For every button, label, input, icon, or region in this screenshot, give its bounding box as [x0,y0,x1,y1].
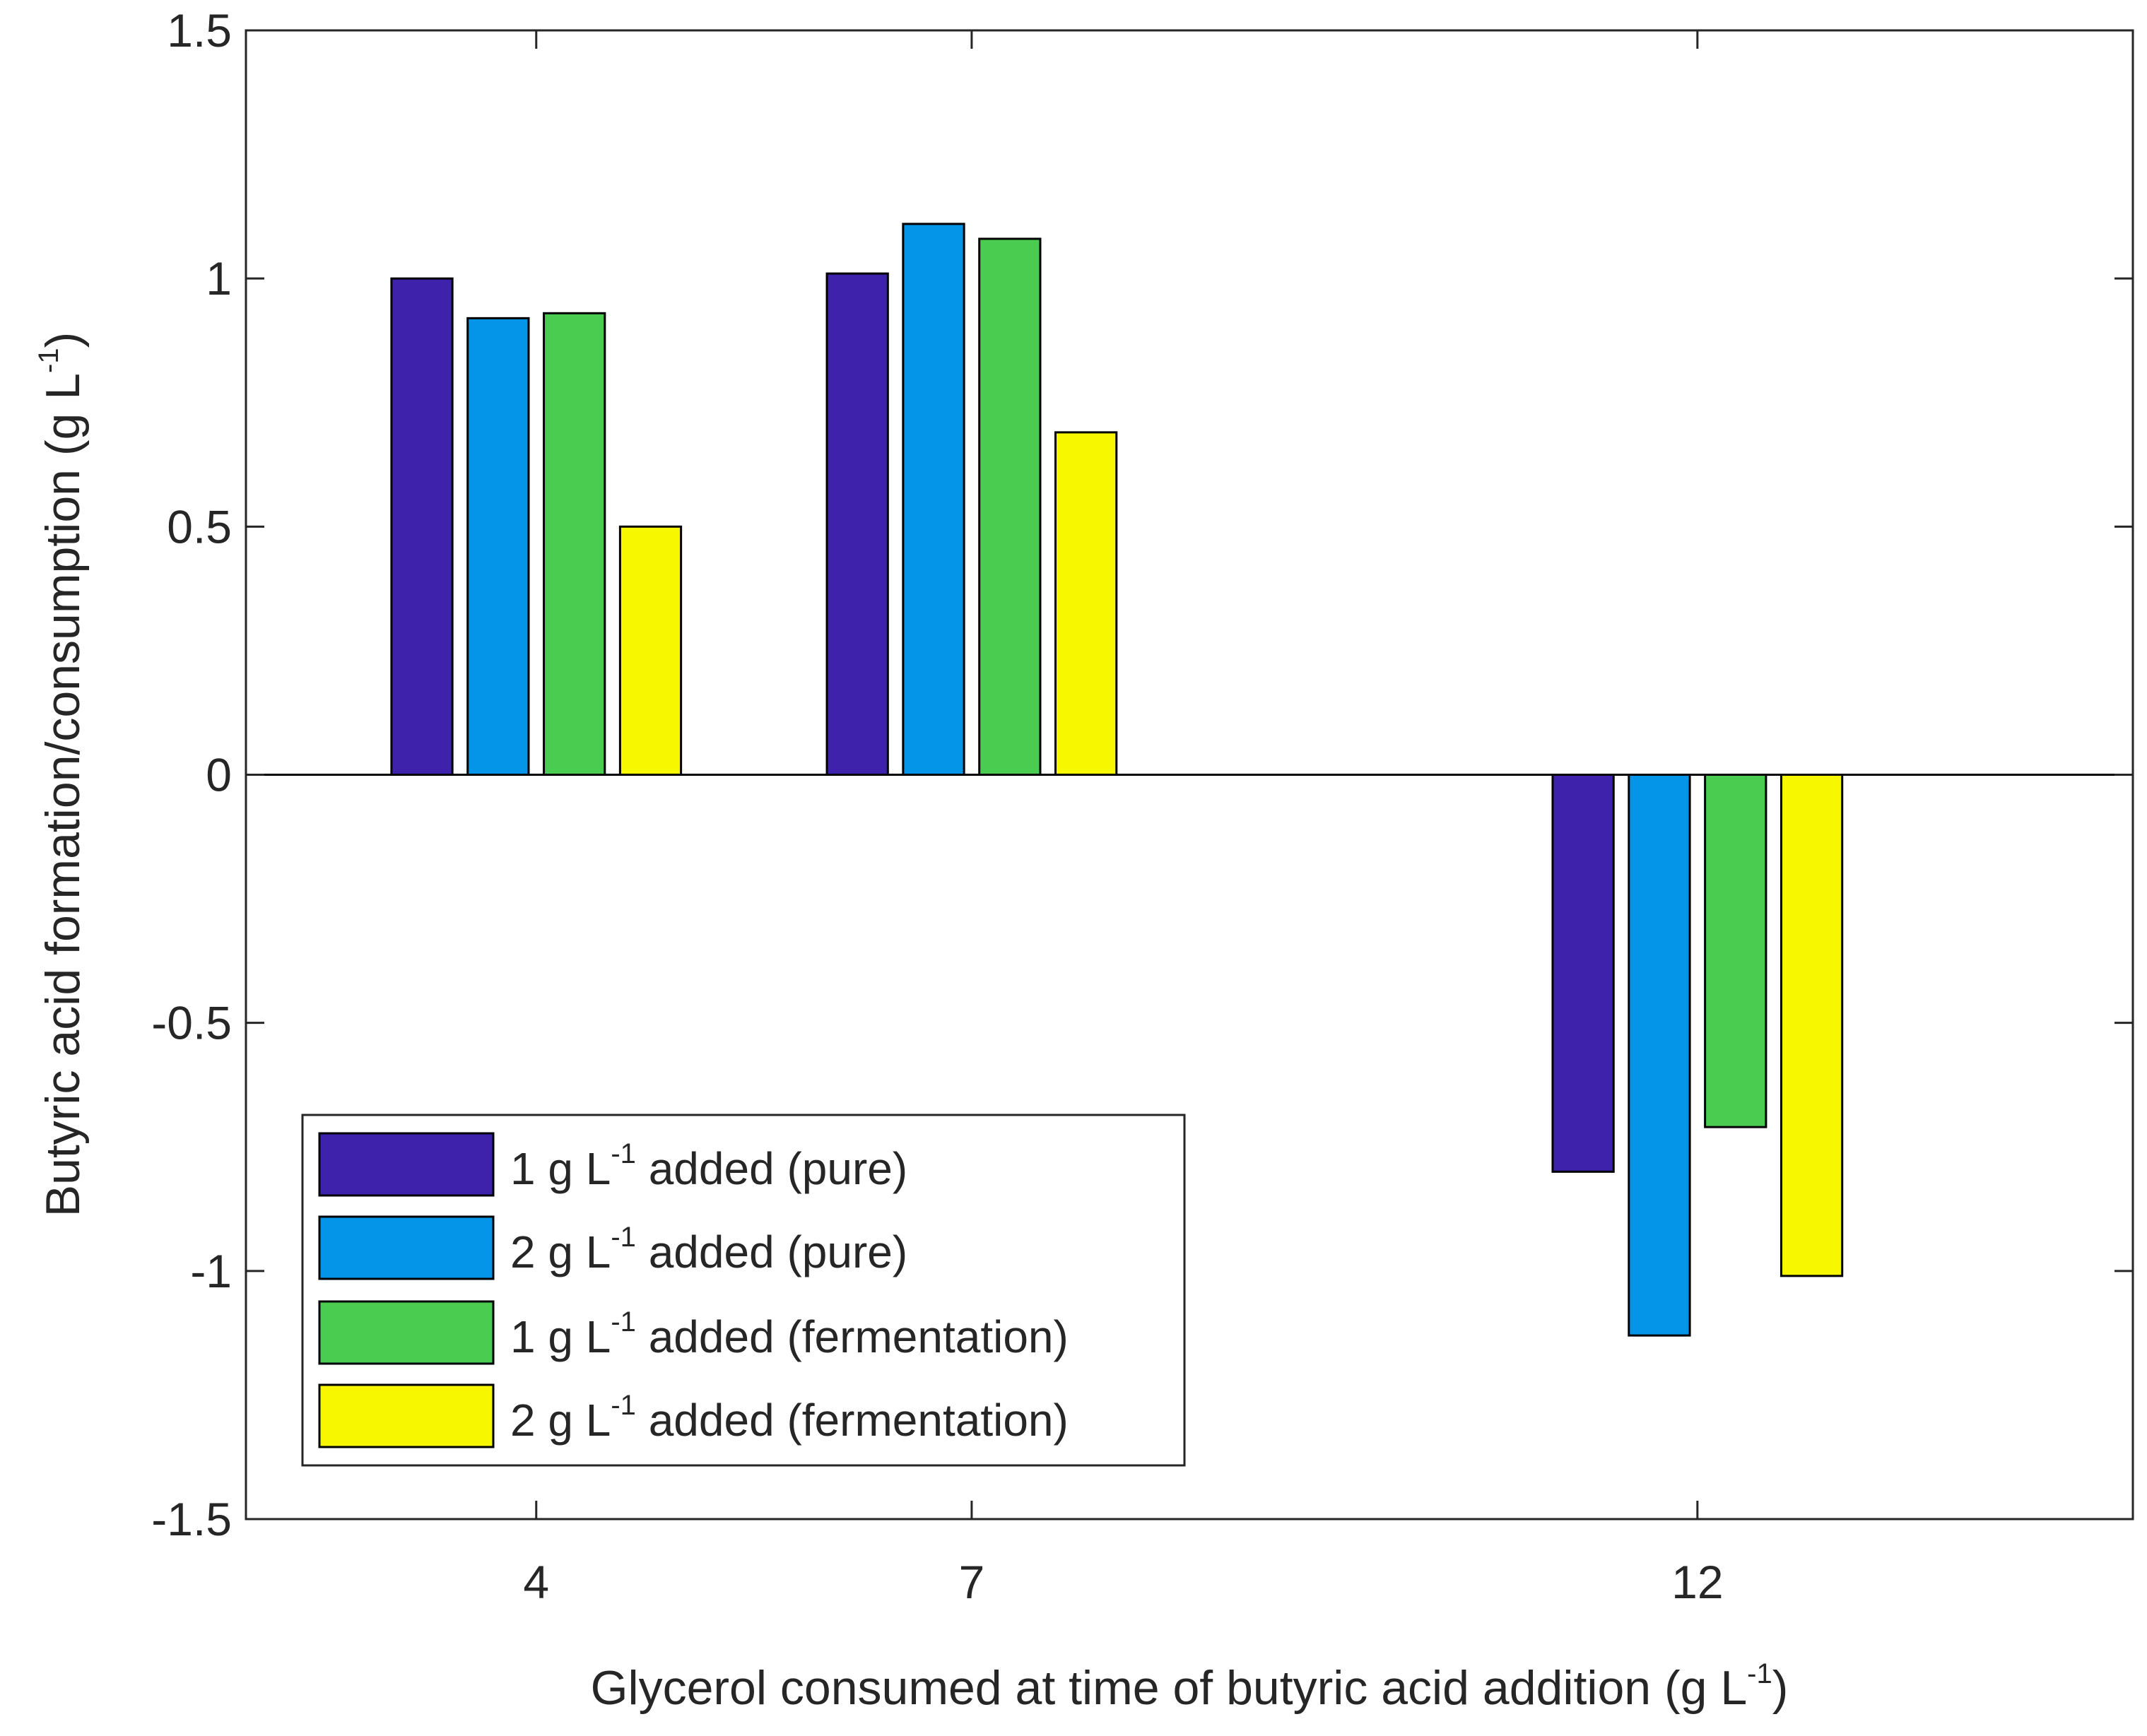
bar-series2-x4 [466,317,530,776]
bar-series4-x7 [1054,431,1118,776]
y-axis-title: Butyric acid formation/consumption (g L-… [33,332,90,1217]
legend-label-2: 2 g L-1 added (pure) [510,1222,907,1277]
x-axis-ticks: 4 7 12 [523,30,1724,1608]
bar-series3-x4 [543,312,606,776]
bar-series4-x12 [1780,774,1844,1277]
bar-series2-x12 [1628,774,1691,1337]
x-axis-title: Glycerol consumed at time of butyric aci… [591,1658,1789,1715]
legend-swatch-2 [318,1215,495,1280]
legend-label-4: 2 g L-1 added (fermentation) [510,1390,1069,1446]
bar-series2-x7 [902,223,965,777]
y-tick-label: -1.5 [151,1493,232,1545]
x-tick-label: 7 [959,1556,985,1608]
y-tick-label: 1 [206,252,232,305]
bars-layer [390,223,1844,1337]
legend: 1 g L-1 added (pure) 2 g L-1 added (pure)… [301,1114,1186,1467]
y-axis-ticks: -1.5 -1 -0.5 0 0.5 1 1.5 [151,4,2133,1545]
bar-series4-x4 [618,525,683,776]
x-tick-label: 4 [523,1556,549,1608]
legend-swatch-4 [318,1383,495,1448]
y-tick-label: -0.5 [151,997,232,1049]
bar-series1-x7 [825,272,889,777]
x-tick-label: 12 [1671,1556,1723,1608]
bar-series3-x12 [1704,774,1767,1128]
legend-swatch-1 [318,1132,495,1197]
bar-series1-x12 [1551,774,1615,1173]
legend-label-1: 1 g L-1 added (pure) [510,1138,907,1194]
legend-swatch-3 [318,1300,495,1365]
y-tick-label: 0.5 [167,500,232,553]
y-tick-label: 1.5 [167,4,232,57]
y-tick-label: -1 [190,1245,232,1297]
bar-series3-x7 [978,237,1042,777]
bar-series1-x4 [390,277,454,776]
y-tick-label: 0 [206,749,232,801]
legend-label-3: 1 g L-1 added (fermentation) [510,1306,1069,1362]
